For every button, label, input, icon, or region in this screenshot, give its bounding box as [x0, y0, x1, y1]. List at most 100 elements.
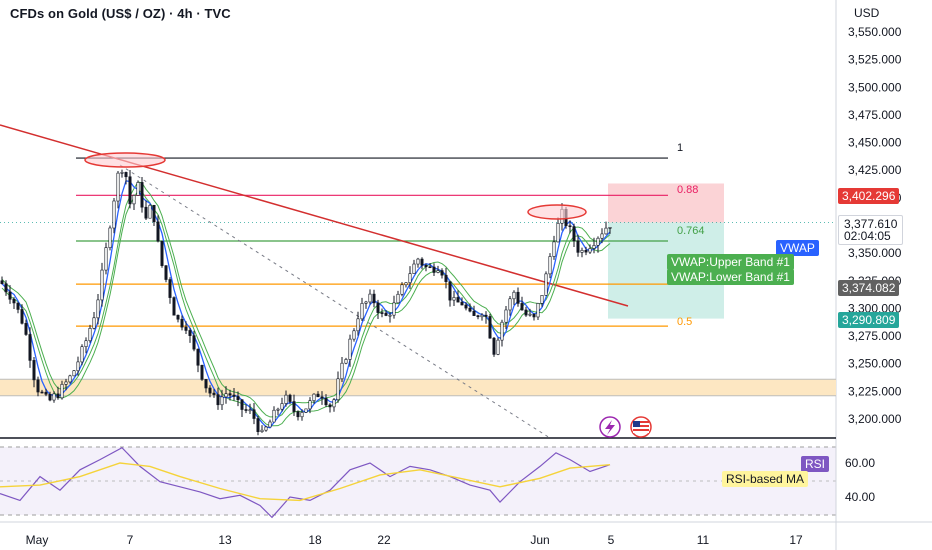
candle-body	[556, 222, 560, 243]
us-flag-icon[interactable]	[630, 416, 652, 438]
lightning-icon[interactable]	[599, 416, 621, 438]
candle-body	[200, 364, 204, 380]
candle-body	[440, 270, 444, 276]
candle-body	[524, 309, 528, 316]
candle-body	[384, 312, 388, 316]
vwap-upper-tag: VWAP:Upper Band #1	[667, 254, 794, 270]
fib-label-0764: 0.764	[677, 225, 705, 237]
price-tick-label: 3,350.000	[848, 246, 902, 260]
candle-body	[84, 340, 88, 348]
chart-title: CFDs on Gold (US$ / OZ) · 4h · TVC	[10, 6, 231, 21]
vwap-tag: VWAP	[776, 240, 819, 256]
candle-body	[452, 297, 456, 301]
candle-body	[396, 293, 400, 304]
candle-body	[364, 301, 368, 304]
dashed-trendline	[119, 164, 551, 439]
price-tick-label: 3,225.000	[848, 384, 902, 398]
candle-body	[60, 384, 64, 399]
candle-body	[400, 284, 404, 295]
candle-body	[424, 264, 428, 268]
time-tick-label: 17	[789, 533, 803, 547]
vwap-lower-tag: VWAP:Lower Band #1	[667, 269, 794, 285]
candle-body	[280, 403, 284, 410]
candle-body	[288, 394, 292, 402]
candle-body	[64, 381, 68, 385]
candle-body	[28, 334, 32, 361]
support-zone	[0, 379, 836, 396]
rsi-ma-label-tag: RSI-based MA	[722, 471, 809, 487]
stop-price-tag: 3,402.296	[838, 188, 900, 204]
candle-body	[584, 250, 588, 253]
candle-body	[44, 391, 48, 395]
time-tick-label: May	[26, 533, 49, 547]
candle-body	[148, 204, 152, 219]
candle-body	[256, 418, 260, 432]
candle-body	[212, 392, 216, 395]
fib-label-05: 0.5	[677, 316, 692, 328]
candle-body	[100, 269, 104, 301]
bar-countdown: 02:04:05	[844, 229, 891, 243]
rsi-ma-line	[0, 462, 611, 502]
price-tick-label: 3,450.000	[848, 136, 902, 150]
candle-body	[128, 176, 132, 205]
rsi-layer	[0, 446, 611, 519]
candle-body	[536, 303, 540, 318]
candle-body	[72, 370, 76, 377]
candle-body	[456, 297, 460, 303]
candle-body	[80, 346, 84, 363]
candle-body	[292, 401, 296, 412]
candle-body	[412, 263, 416, 274]
candle-body	[236, 396, 240, 401]
vwap-price-tag: 3,374.082	[838, 280, 900, 296]
candle-body	[428, 266, 432, 269]
candle-body	[608, 227, 612, 229]
candle-body	[572, 226, 576, 242]
candle-body	[228, 393, 232, 396]
candle-body	[204, 379, 208, 389]
time-axis[interactable]: May 7 13 18 22 Jun 5 11 17	[26, 533, 803, 547]
price-axis[interactable]: 3,550.000 3,525.000 3,500.000 3,475.000 3,45…	[848, 25, 902, 426]
candle-body	[504, 309, 508, 323]
candle-body	[16, 302, 20, 310]
current-price-value: 3,377.610	[844, 217, 898, 231]
candle-body	[480, 314, 484, 318]
candle-body	[532, 313, 536, 318]
candle-body	[96, 299, 100, 319]
candle-body	[332, 399, 336, 408]
rsi-tick-40: 40.00	[845, 490, 876, 504]
candle-body	[552, 241, 556, 257]
target-price-tag: 3,290.809	[838, 312, 900, 328]
candle-body	[36, 379, 40, 393]
time-tick-label: 5	[608, 533, 615, 547]
candle-body	[12, 298, 16, 304]
candle-body	[444, 274, 448, 282]
candles-layer	[0, 169, 612, 436]
candle-body	[548, 256, 552, 275]
candle-body	[156, 221, 160, 242]
time-tick-label: Jun	[530, 533, 549, 547]
candle-body	[160, 240, 164, 266]
candle-body	[436, 270, 440, 273]
candle-body	[464, 304, 468, 309]
candle-body	[320, 396, 324, 399]
recent-high-marker[interactable]	[527, 204, 587, 220]
swing-high-marker[interactable]	[84, 152, 166, 168]
current-price-tag: 3,377.610 02:04:05	[838, 215, 904, 245]
candle-body	[56, 393, 60, 399]
candle-body	[304, 408, 308, 413]
candle-body	[544, 273, 548, 296]
candle-body	[492, 337, 496, 355]
candle-body	[208, 387, 212, 394]
rsi-label-tag: RSI	[801, 456, 830, 472]
fib-levels-layer	[0, 124, 836, 439]
candle-body	[496, 339, 500, 355]
candle-body	[420, 258, 424, 266]
candle-body	[216, 394, 220, 406]
candle-body	[52, 393, 56, 401]
candle-body	[520, 303, 524, 311]
candle-body	[140, 182, 144, 208]
candle-body	[152, 204, 156, 223]
candle-body	[132, 195, 136, 205]
candle-body	[528, 313, 532, 316]
